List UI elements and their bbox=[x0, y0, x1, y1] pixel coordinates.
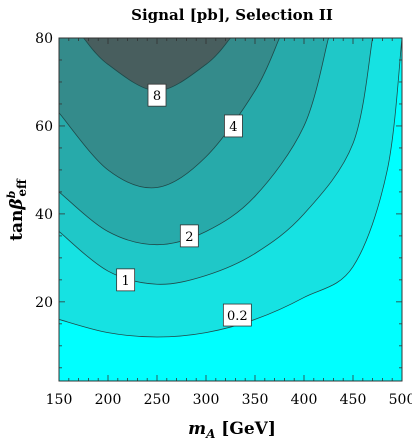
contour-line-0-2 bbox=[58, 37, 403, 338]
contour-label-2: 2 bbox=[179, 224, 199, 248]
y-axis-label: tanβbeff bbox=[5, 178, 29, 241]
x-tick-label: 450 bbox=[340, 392, 367, 408]
contour-line-2 bbox=[58, 37, 329, 246]
contour-label-4: 4 bbox=[224, 114, 243, 138]
contour-label-1: 1 bbox=[116, 268, 136, 292]
svg-text:0.2: 0.2 bbox=[227, 309, 248, 324]
x-tick-label: 200 bbox=[95, 392, 122, 408]
y-tick-label: 80 bbox=[35, 31, 53, 47]
contour-labels: 0.2 1 2 4 8 bbox=[116, 83, 252, 327]
chart-title: Signal [pb], Selection II bbox=[131, 6, 333, 24]
x-tick-label: 250 bbox=[144, 392, 171, 408]
region-above-4 bbox=[59, 38, 280, 188]
y-tick-label: 20 bbox=[35, 295, 53, 311]
y-tick-label: 60 bbox=[35, 119, 53, 135]
x-tick-label: 500 bbox=[389, 392, 412, 408]
x-tick-label: 400 bbox=[291, 392, 318, 408]
contour-line-4 bbox=[58, 37, 280, 189]
contour-label-8: 8 bbox=[147, 83, 167, 107]
y-tick-label: 40 bbox=[35, 207, 53, 223]
svg-text:2: 2 bbox=[185, 230, 193, 245]
contour-label-0-2: 0.2 bbox=[222, 303, 252, 327]
contour-fills bbox=[59, 38, 402, 381]
svg-text:1: 1 bbox=[121, 274, 129, 289]
x-tick-label: 300 bbox=[193, 392, 220, 408]
axis-ticks: 150 200 250 300 350 400 450 500 20 40 60 80 bbox=[35, 31, 412, 408]
region-above-8 bbox=[83, 38, 231, 91]
svg-text:4: 4 bbox=[229, 120, 237, 135]
x-axis-label: mA [GeV] bbox=[188, 419, 276, 440]
svg-text:8: 8 bbox=[153, 89, 161, 104]
x-tick-label: 350 bbox=[242, 392, 269, 408]
x-tick-label: 150 bbox=[46, 392, 73, 408]
plot-frame bbox=[58, 37, 403, 382]
